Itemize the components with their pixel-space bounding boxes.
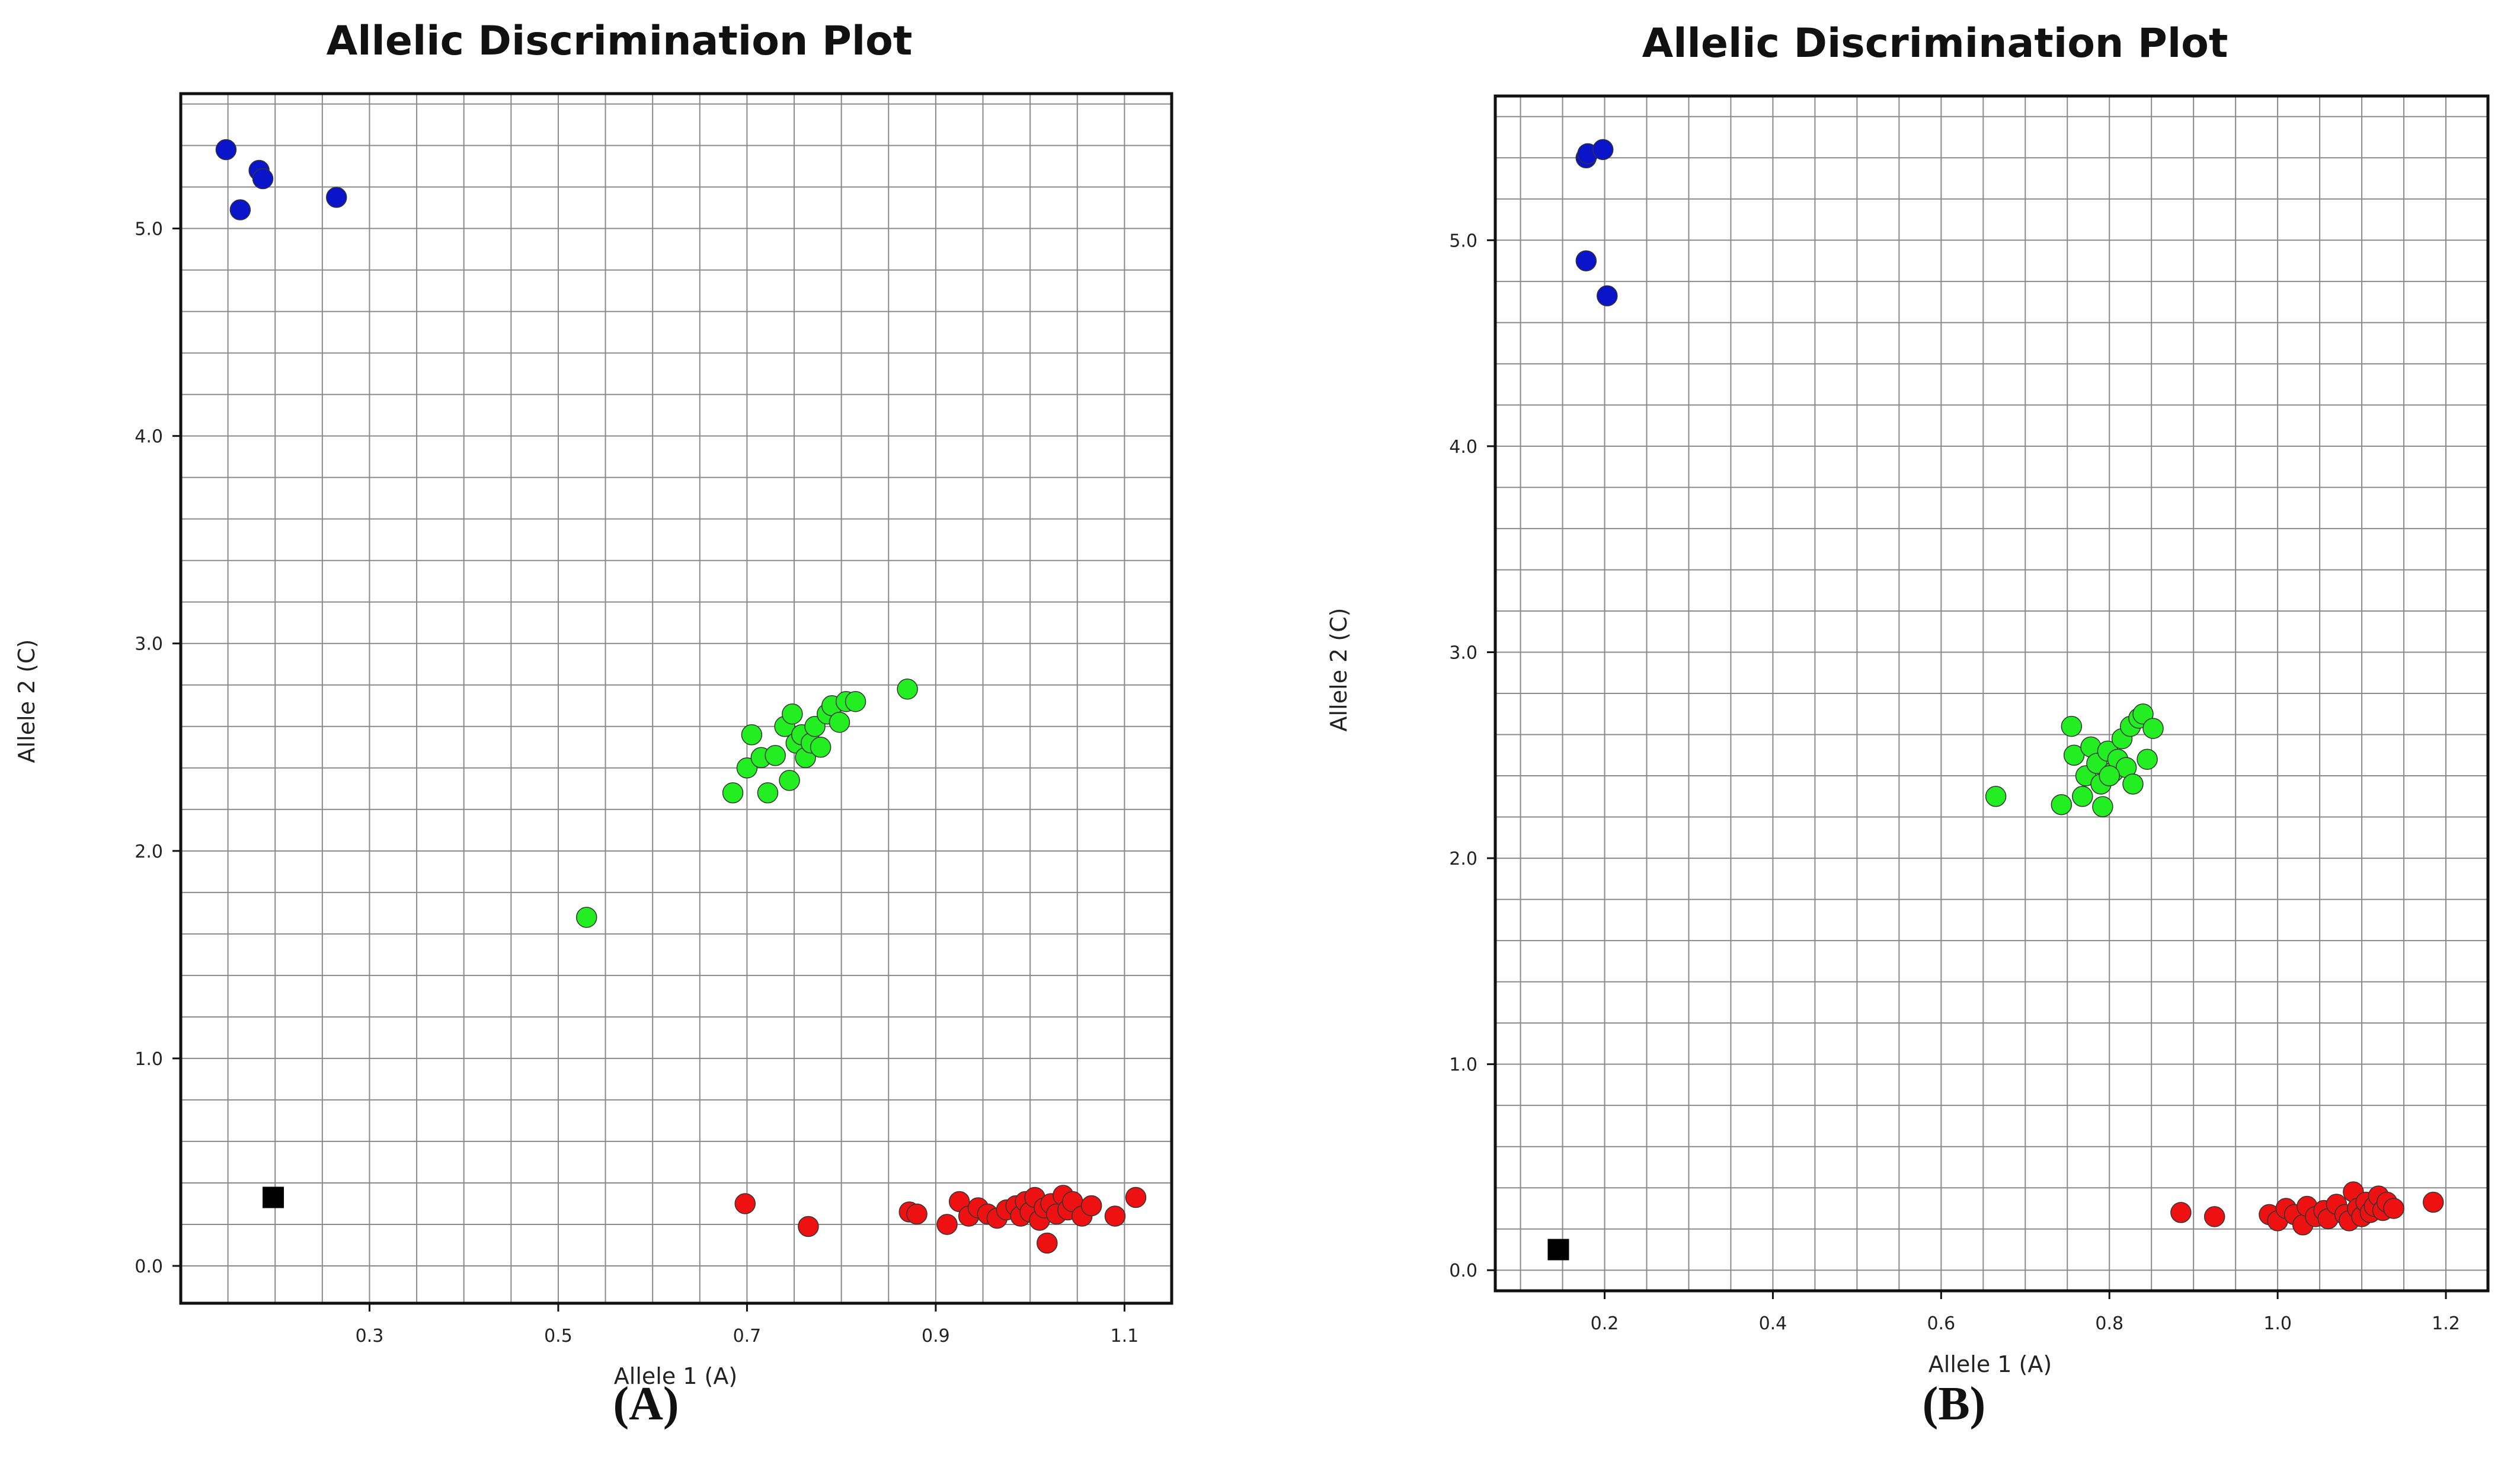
panel-a-x-axis-label: Allele 1 (A) [614,1363,737,1389]
panel-b-grid [1495,96,2488,1291]
panel-b-point-heterozygous [2132,703,2154,725]
panel-a-point-allele-1-homozygous [1104,1205,1126,1227]
panel-b-y-tick-label: 5.0 [1449,231,1477,251]
panel-b-point-heterozygous [2051,794,2073,815]
panel-b-point-heterozygous [2122,773,2144,795]
panel-a-x-tick-label: 0.3 [356,1326,384,1347]
panel-a-point-heterozygous [845,691,866,712]
panel-a-x-tick-label: 0.7 [733,1326,762,1347]
panel-b-point-heterozygous [2072,786,2093,807]
panel-b-point-allele-1-homozygous [2203,1206,2225,1227]
panel-b-point-no-template-control [1547,1239,1569,1261]
panel-a-point-no-template-control [263,1186,284,1208]
panel-b-point-allele-2-homozygous [1597,285,1618,306]
panel-a-point-heterozygous [722,782,744,804]
panel-a-point-heterozygous [575,907,597,928]
panel-b-point-allele-1-homozygous [2383,1198,2404,1219]
panel-b-x-axis-label: Allele 1 (A) [1928,1351,2052,1377]
panel-a-point-allele-2-homozygous [229,199,251,220]
panel-b-title: Allelic Discrimination Plot [1642,20,2228,67]
panel-b-y-axis-label: Allele 2 (C) [1326,608,1352,732]
panel-a-y-tick-label: 4.0 [135,427,163,447]
panel-b-y-tick-label: 2.0 [1449,849,1477,869]
panel-b-points [1547,139,2444,1261]
panel-a-y-tick-label: 2.0 [135,842,163,862]
panel-b-x-tick-label: 0.6 [1927,1313,1955,1334]
panel-a-x-tick-label: 0.5 [544,1326,573,1347]
panel-a-point-allele-1-homozygous [906,1203,928,1225]
panel-a-point-allele-1-homozygous [1080,1195,1102,1217]
panel-b-plot-frame [1493,94,2490,1293]
panel-b-point-heterozygous [2063,744,2085,766]
panel-a-y-tick-label: 5.0 [135,219,163,240]
panel-a-point-heterozygous [779,770,800,791]
panel-b-point-allele-1-homozygous [2170,1202,2192,1223]
panel-a-point-heterozygous [741,724,763,746]
panel-b-x-tick-label: 0.2 [1591,1313,1619,1334]
panel-a-title: Allelic Discrimination Plot [327,18,913,65]
panel-b-y-tick-label: 4.0 [1449,437,1477,458]
panel-b-y-tick-label: 0.0 [1449,1261,1477,1281]
panel-a-label: (A) [613,1378,679,1430]
panel-a-y-tick-label: 1.0 [135,1049,163,1070]
panel-b-y-tick-label: 3.0 [1449,642,1477,663]
panel-b-point-allele-2-homozygous [1575,250,1597,271]
panel-a-point-allele-2-homozygous [325,187,347,208]
panel-b-point-heterozygous [2061,715,2083,737]
panel-a-point-allele-1-homozygous [936,1214,958,1235]
panel-a-y-axis-label: Allele 2 (C) [14,639,40,763]
panel-a-point-allele-1-homozygous [798,1216,819,1237]
panel-a-grid [181,94,1172,1303]
panel-a-point-allele-1-homozygous [1125,1186,1147,1208]
panel-b-point-allele-2-homozygous [1592,139,1614,161]
panel-b: Allelic Discrimination Plot 0.2 0.4 0.6 0.8… [1326,20,2490,1430]
panel-b-ticks: 0.2 0.4 0.6 0.8 1.0 1.2 0.0 1.0 2.0 3.0 4.0 5.0 [1449,231,2460,1334]
panel-b-point-heterozygous [2142,718,2164,739]
panel-a-point-allele-2-homozygous [252,168,274,190]
panel-a-point-allele-1-homozygous [1037,1232,1058,1254]
panel-b-y-tick-label: 1.0 [1449,1055,1477,1076]
panel-b-x-tick-label: 0.8 [2095,1313,2123,1334]
panel-b-point-heterozygous [2137,749,2158,770]
panel-a-x-tick-label: 1.1 [1111,1326,1139,1347]
panel-a-ticks: 0.3 0.5 0.7 0.9 1.1 0.0 1.0 2.0 3.0 4.0 5.0 [135,219,1138,1347]
panel-a-point-heterozygous [736,757,758,779]
panel-a-point-heterozygous [765,745,786,766]
panel-a-y-tick-label: 3.0 [135,634,163,655]
panel-a-point-allele-1-homozygous [734,1193,756,1214]
panel-a-point-heterozygous [810,737,831,758]
panel-a-point-heterozygous [782,703,803,725]
panel-b-x-tick-label: 0.4 [1759,1313,1787,1334]
panel-b-point-heterozygous [2099,765,2120,786]
panel-a-points [215,139,1147,1254]
panel-b-point-allele-1-homozygous [2422,1191,2444,1213]
panel-a-point-heterozygous [757,782,779,804]
panel-b-label: (B) [1923,1378,1986,1430]
panel-b-x-tick-label: 1.0 [2263,1313,2292,1334]
panel-a-plot-frame [179,92,1173,1305]
panel-a-point-allele-2-homozygous [215,139,237,161]
panel-b-x-tick-label: 1.2 [2432,1313,2460,1334]
panel-a: Allelic Discrimination Plot 0.3 0.5 0.7 0.9… [14,18,1173,1430]
panel-a-x-tick-label: 0.9 [922,1326,950,1347]
panel-a-point-heterozygous [829,712,850,733]
panel-b-point-heterozygous [2092,796,2113,817]
panel-a-point-heterozygous [897,678,918,700]
panel-a-y-tick-label: 0.0 [135,1256,163,1277]
panel-b-point-heterozygous [1985,786,2007,807]
